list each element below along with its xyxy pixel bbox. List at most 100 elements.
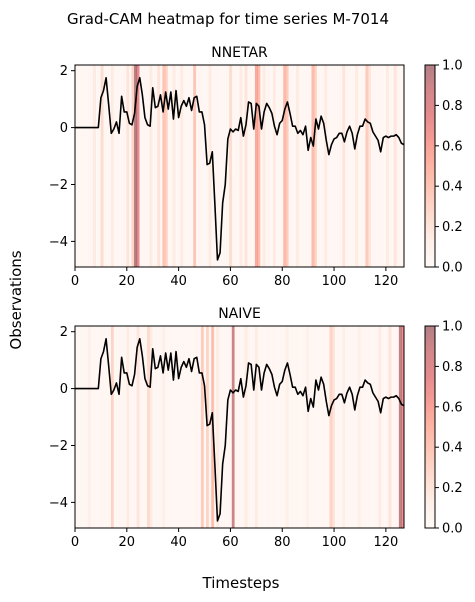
heatmap-cell [342,326,346,528]
heatmap-cell [275,326,279,528]
heatmap-cell [383,65,387,267]
heatmap-cell [298,65,302,267]
heatmap-cell [216,65,220,267]
heatmap-cell [82,326,86,528]
heatmap-cell [257,326,261,528]
heatmap-cell [175,65,179,267]
heatmap-cell [118,326,122,528]
heatmap-cell [203,326,207,528]
heatmap-cell [378,326,382,528]
heatmap-cell [100,326,104,528]
heatmap-cell [272,326,276,528]
heatmap-cell [126,326,130,528]
heatmap-cell [355,326,359,528]
heatmap-cell [95,65,99,267]
y-tick-label: 2 [60,64,68,79]
figure-suptitle: Grad-CAM heatmap for time series M-7014 [67,10,389,28]
heatmap-cell [167,65,171,267]
heatmap-cell [378,65,382,267]
heatmap-cell [267,326,271,528]
heatmap-cell [254,65,258,267]
heatmap-cell [308,326,312,528]
heatmap-cell [267,65,271,267]
heatmap-cell [229,65,233,267]
x-tick-label: 100 [322,274,347,289]
heatmap-cell [131,326,135,528]
heatmap-cell [316,326,320,528]
heatmap-cell [388,326,392,528]
heatmap-cell [218,65,222,267]
heatmap-cell [242,326,246,528]
heatmap-cell [393,65,397,267]
heatmap-cell [128,326,132,528]
heatmap-cell [226,65,230,267]
heatmap-cell [308,65,312,267]
heatmap-cell [283,326,287,528]
heatmap-cell [116,65,120,267]
heatmap-cell [200,65,204,267]
heatmap-cell [306,326,310,528]
heatmap-cell [332,65,335,267]
heatmap-cell [234,65,238,267]
heatmap-cell [77,65,81,267]
heatmap-cell [247,326,251,528]
heatmap-cell [87,326,91,528]
heatmap-cell [350,326,353,528]
colorbar-tick-label: 1.0 [442,59,463,74]
heatmap-cell [177,326,181,528]
x-tick-label: 60 [222,535,239,550]
heatmap-cell [391,65,395,267]
heatmap-cell [85,326,89,528]
heatmap-cell [370,326,374,528]
y-tick-label: 0 [60,382,68,397]
heatmap-cell [272,65,276,267]
heatmap-cell [134,326,138,528]
heatmap-cell [324,65,328,267]
heatmap-cell [270,326,274,528]
heatmap-cell [396,65,400,267]
heatmap-cell [380,65,384,267]
heatmap-cell [110,65,114,267]
heatmap-cell [260,326,264,528]
heatmap-cell [105,326,109,528]
heatmap-cell [108,65,112,267]
heatmap-cell [193,326,197,528]
heatmap-cell [334,326,338,528]
heatmap-cell [236,326,240,528]
y-tick-label: 2 [60,325,68,340]
plot-frame [74,325,405,529]
heatmap-cell [293,326,297,528]
heatmap-cell [398,326,402,528]
heatmap-cell [100,65,104,267]
heatmap-cell [193,65,197,267]
heatmap-cell [149,65,153,267]
heatmap-cell [236,65,240,267]
heatmap-cell [206,65,210,267]
heatmap-cell [319,65,323,267]
x-tick-label: 60 [222,274,239,289]
heatmap-cell [170,65,174,267]
heatmap-cell [283,65,287,267]
heatmap-cell [136,65,140,267]
heatmap-cell [373,326,377,528]
heatmap-cell [260,65,264,267]
heatmap-cell [337,65,341,267]
heatmap-cell [401,65,405,267]
heatmap-cell [177,65,181,267]
heatmap-cell [396,326,400,528]
heatmap-cell [311,65,315,267]
heatmap-cell [244,65,248,267]
heatmap-cell [144,326,148,528]
heatmap-cell [110,326,114,528]
heatmap-cell [316,65,320,267]
heatmap-cell [157,326,161,528]
heatmap-cell [360,326,364,528]
y-tick-label: −2 [49,178,68,193]
heatmap-cell [288,326,292,528]
colorbar-tick-label: 0.4 [442,441,463,456]
heatmap-cell [339,65,343,267]
heatmap-cell [254,326,258,528]
heatmap-cell [167,326,171,528]
